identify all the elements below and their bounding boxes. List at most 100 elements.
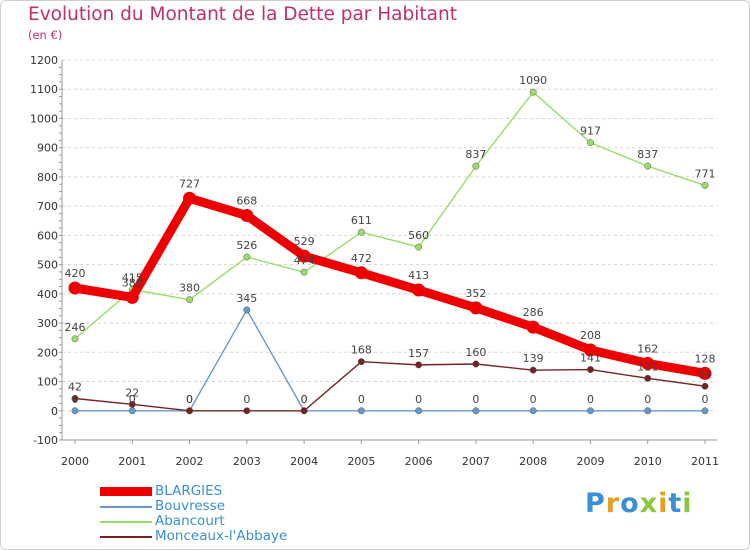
data-point <box>472 360 480 368</box>
legend-swatch <box>100 505 152 508</box>
data-label: 162 <box>637 342 658 355</box>
data-label: 420 <box>65 267 86 280</box>
data-point <box>71 395 79 402</box>
data-point <box>186 296 193 304</box>
data-label: 0 <box>72 393 79 406</box>
y-tick-label: 400 <box>37 288 58 301</box>
data-point <box>698 366 712 380</box>
y-tick-label: 0 <box>51 405 58 418</box>
x-tick-label: 2000 <box>61 455 89 468</box>
legend-swatch <box>100 535 152 538</box>
series-line <box>74 360 706 412</box>
x-tick-label: 2009 <box>576 455 604 468</box>
data-point <box>701 407 709 415</box>
data-label: 128 <box>695 352 716 365</box>
data-label: 837 <box>465 148 486 161</box>
data-label: 837 <box>637 148 658 161</box>
y-tick-label: -100 <box>33 434 58 447</box>
data-label: 917 <box>580 125 601 138</box>
y-tick-label: 500 <box>37 259 58 272</box>
data-point <box>357 407 365 415</box>
data-label: 352 <box>465 287 486 300</box>
data-label: 160 <box>465 346 486 359</box>
data-point <box>529 88 537 96</box>
y-tick-label: 1200 <box>30 54 58 67</box>
data-label: 246 <box>65 321 86 334</box>
data-point <box>415 407 423 415</box>
data-point <box>357 228 365 236</box>
y-tick-label: 700 <box>37 200 58 213</box>
data-label: 0 <box>301 393 308 406</box>
data-label: 529 <box>294 235 315 248</box>
data-point <box>415 361 423 369</box>
x-tick-label: 2010 <box>634 455 662 468</box>
series-line <box>70 193 710 378</box>
legend-swatch <box>100 520 152 523</box>
data-point <box>186 407 193 415</box>
data-point <box>357 358 365 366</box>
data-point <box>128 407 136 415</box>
data-label: 139 <box>523 352 544 365</box>
data-label: 345 <box>236 292 257 305</box>
data-label: 413 <box>408 269 429 282</box>
y-tick-label: 100 <box>37 376 58 389</box>
data-label: 208 <box>580 329 601 342</box>
data-label: 560 <box>408 229 429 242</box>
legend-swatch <box>100 487 152 496</box>
data-label: 22 <box>125 386 139 399</box>
x-tick-label: 2005 <box>347 455 375 468</box>
data-label: 474 <box>294 254 315 267</box>
data-label: 472 <box>351 252 372 265</box>
data-label: 727 <box>179 177 200 190</box>
data-label: 111 <box>637 360 658 373</box>
data-label: 388 <box>122 276 143 289</box>
x-tick-label: 2007 <box>462 455 490 468</box>
data-point <box>297 249 311 263</box>
series-layer <box>68 88 712 415</box>
data-point <box>644 162 652 170</box>
data-label: 0 <box>186 393 193 406</box>
y-tick-label: 300 <box>37 317 58 330</box>
data-label: 42 <box>68 380 82 393</box>
data-point <box>472 407 480 415</box>
data-point <box>701 181 709 189</box>
data-label: 0 <box>186 393 193 406</box>
y-tick-label: 1100 <box>30 83 58 96</box>
data-point <box>243 306 251 314</box>
data-label: 0 <box>301 393 308 406</box>
data-point <box>583 343 597 357</box>
data-point <box>587 366 594 374</box>
data-label: 611 <box>351 214 372 227</box>
data-label: 0 <box>644 393 651 406</box>
data-point <box>68 281 82 295</box>
x-tick-label: 2008 <box>519 455 547 468</box>
legend-label: Bouvresse <box>155 498 225 514</box>
data-label: 0 <box>415 393 422 406</box>
data-point <box>300 268 308 276</box>
x-tick-label: 2011 <box>691 455 719 468</box>
data-label: 141 <box>580 352 601 365</box>
data-point <box>243 253 251 261</box>
data-label: 380 <box>179 282 200 295</box>
data-point <box>125 290 139 304</box>
data-label: 415 <box>122 271 143 284</box>
data-point <box>240 209 254 223</box>
x-tick-label: 2003 <box>233 455 261 468</box>
legend-label: Monceaux-l'Abbaye <box>155 528 288 544</box>
data-point <box>243 407 251 415</box>
legend-label: BLARGIES <box>155 483 223 499</box>
data-label: 1090 <box>519 74 547 87</box>
x-tick-label: 2001 <box>118 455 146 468</box>
data-point <box>644 374 652 382</box>
series-line <box>74 91 706 340</box>
data-label: 526 <box>236 239 257 252</box>
data-label: 84 <box>698 368 712 381</box>
proxiti-logo: Proxiti <box>585 488 693 519</box>
data-point <box>526 320 540 334</box>
data-point <box>412 283 426 297</box>
y-tick-label: 600 <box>37 229 58 242</box>
data-point <box>529 407 537 415</box>
data-point <box>587 139 594 147</box>
